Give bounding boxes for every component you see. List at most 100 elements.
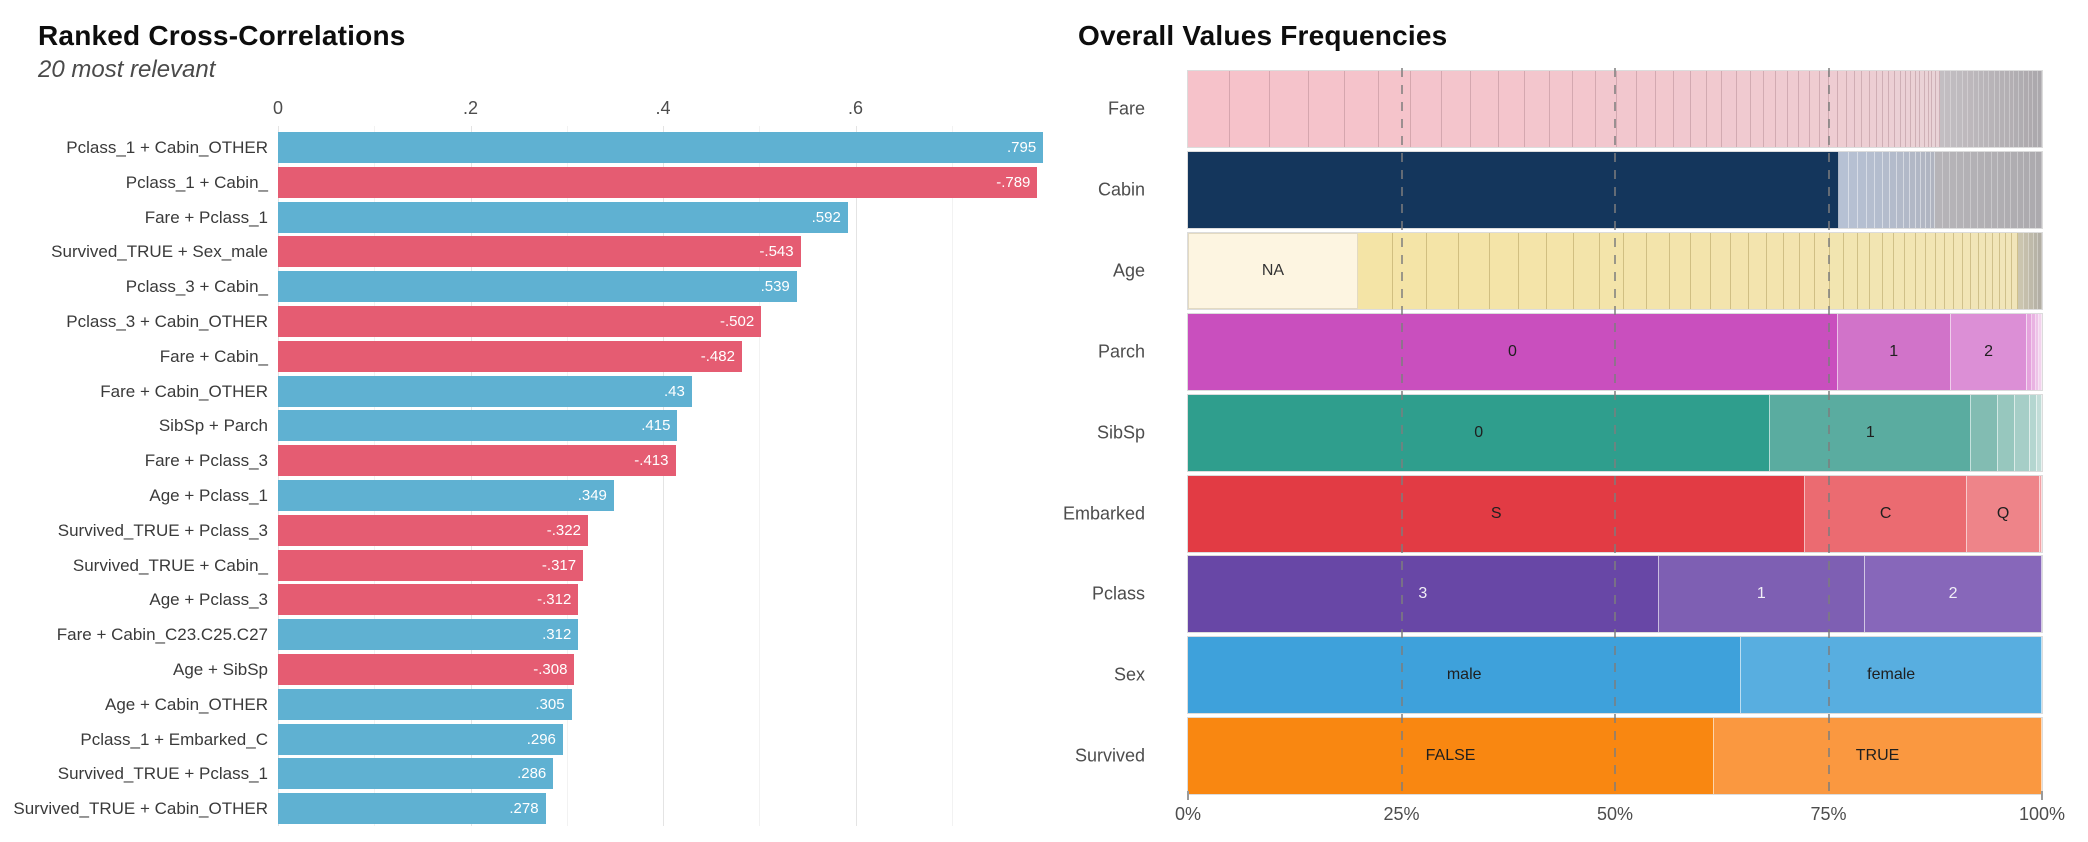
correlation-bar-row: SibSp + Parch .415	[0, 410, 1048, 442]
freq-bar: FALSE TRUE	[1188, 718, 2042, 795]
x-tick-label: 0%	[1174, 804, 1201, 824]
freq-bar: male female	[1188, 637, 2042, 714]
correlation-pair-label: Fare + Cabin_C23.C25.C27	[56, 625, 268, 645]
dashed-gridline	[1614, 68, 1616, 799]
freq-segment-label: 2	[1948, 585, 1958, 603]
freq-stripe	[1935, 151, 1943, 228]
freq-stripe	[1957, 151, 1965, 228]
correlation-bar: -.413	[278, 445, 676, 477]
freq-stripe	[1707, 71, 1723, 147]
correlation-pair-label: Fare + Pclass_1	[144, 207, 268, 227]
x-tick-label: .4	[655, 98, 671, 118]
correlation-bar: .305	[278, 688, 572, 720]
freq-row: SibSp 0 1	[1097, 394, 2042, 471]
freq-stripe	[1942, 151, 1951, 228]
freq-row-label-text: Parch	[1097, 341, 1145, 362]
correlation-pair-label: Pclass_1 + Cabin_	[125, 172, 268, 192]
correlation-pair-label: SibSp + Parch	[158, 416, 268, 436]
freq-stripe	[1636, 71, 1656, 147]
freq-row-label: Pclass	[1048, 556, 1145, 632]
freq-stripe	[1911, 71, 1916, 147]
freq-stripe	[1924, 71, 1929, 147]
ranked-cross-correlations-chart: Ranked Cross-Correlations 20 most releva…	[0, 20, 1048, 826]
freq-stripe	[1459, 232, 1490, 309]
freq-stripe	[1426, 232, 1460, 309]
correlation-pair-label: Pclass_3 + Cabin_OTHER	[66, 312, 268, 331]
correlation-bar-row: Age + SibSp -.308	[0, 654, 1048, 685]
correlation-value-label: -.413	[634, 452, 669, 470]
correlation-pair-label: Age + SibSp	[173, 660, 268, 679]
freq-segment: TRUE	[1714, 718, 2042, 795]
correlation-pair-label: Age + Pclass_3	[149, 590, 268, 610]
freq-segment-label: Q	[1996, 504, 2010, 522]
correlation-value-label: -.322	[546, 521, 581, 539]
freq-stripe	[1838, 71, 1847, 147]
freq-stripe	[2028, 71, 2034, 147]
freq-row: Fare	[1108, 71, 2042, 147]
correlation-value-label: -.482	[700, 347, 735, 365]
freq-row-label: Fare	[1048, 71, 1145, 147]
freq-stripe	[1749, 232, 1767, 309]
freq-segment: S	[1188, 475, 1806, 552]
freq-row-label-text: Survived	[1074, 745, 1145, 766]
freq-stripe	[1883, 71, 1890, 147]
freq-segment	[2036, 394, 2042, 471]
gridline-major	[855, 126, 857, 826]
correlation-bar: -.322	[278, 514, 588, 546]
freq-row-label: Parch	[1048, 314, 1145, 390]
correlation-bar-row: Fare + Cabin_OTHER .43	[0, 375, 1048, 407]
freq-stripe	[1876, 71, 1884, 147]
freq-stripe	[1998, 151, 2005, 228]
freq-stripe	[1973, 71, 1979, 147]
freq-stripe	[2011, 151, 2018, 228]
freq-stripe	[1890, 151, 1898, 228]
freq-row-label-text: Fare	[1107, 98, 1145, 119]
correlation-bar-row: Fare + Cabin_ -.482	[0, 340, 1048, 372]
freq-segment: 0	[1188, 313, 1838, 390]
correlation-pair-label: Survived_TRUE + Cabin_OTHER	[13, 799, 268, 819]
freq-stripe	[2014, 71, 2020, 147]
freq-stripe	[1549, 71, 1574, 147]
freq-stripe	[1968, 71, 1974, 147]
right-chart-title: Overall Values Frequencies	[1078, 20, 1448, 51]
freq-stripe	[1950, 151, 1958, 228]
freq-stripe	[1763, 71, 1777, 147]
freq-stripe	[1895, 71, 1901, 147]
freq-stripe	[1830, 232, 1845, 309]
freq-stripe	[1690, 232, 1712, 309]
correlation-value-label: .43	[664, 382, 685, 400]
freq-stripe	[2032, 313, 2037, 390]
freq-stripe	[2033, 232, 2039, 309]
dashed-gridline	[1400, 68, 1403, 799]
freq-stripe	[1441, 71, 1472, 147]
correlation-value-label: -.312	[537, 591, 572, 609]
freq-stripe	[1994, 71, 2000, 147]
freq-stripe	[1866, 151, 1876, 228]
correlation-pair-label: Pclass_3 + Cabin_	[125, 277, 268, 297]
freq-bar: 0 1 2	[1188, 313, 2042, 390]
correlation-pair-label: Fare + Cabin_OTHER	[100, 381, 268, 401]
freq-row-label-text: Sex	[1113, 664, 1145, 685]
correlation-bar: .795	[278, 132, 1044, 163]
freq-stripe	[2023, 71, 2029, 147]
correlation-bar: -.482	[278, 340, 742, 372]
freq-segment	[1997, 394, 2015, 471]
freq-stripe	[2029, 232, 2034, 309]
correlation-bar: -.317	[278, 549, 584, 581]
freq-stripe	[1936, 71, 1940, 147]
freq-row-label-text: Age	[1112, 260, 1145, 281]
correlation-bar: .539	[278, 271, 797, 303]
freq-bar	[1188, 71, 2042, 147]
left-chart-title: Ranked Cross-Correlations	[38, 20, 406, 51]
freq-stripe	[1809, 71, 1820, 147]
freq-stripe	[1875, 151, 1884, 228]
correlation-bar-row: Survived_TRUE + Pclass_1 .286	[0, 758, 1048, 790]
freq-segment: 1	[1658, 556, 1866, 633]
correlation-value-label: .286	[517, 765, 547, 783]
freq-stripe	[1230, 71, 1271, 147]
freq-stripe	[1573, 71, 1596, 147]
overall-values-frequencies-chart: Overall Values Frequencies Fare Cabin Age N…	[1048, 0, 2088, 842]
correlation-value-label: .349	[577, 487, 607, 504]
freq-segment: 2	[1950, 313, 2028, 390]
freq-stripe	[1669, 232, 1691, 309]
